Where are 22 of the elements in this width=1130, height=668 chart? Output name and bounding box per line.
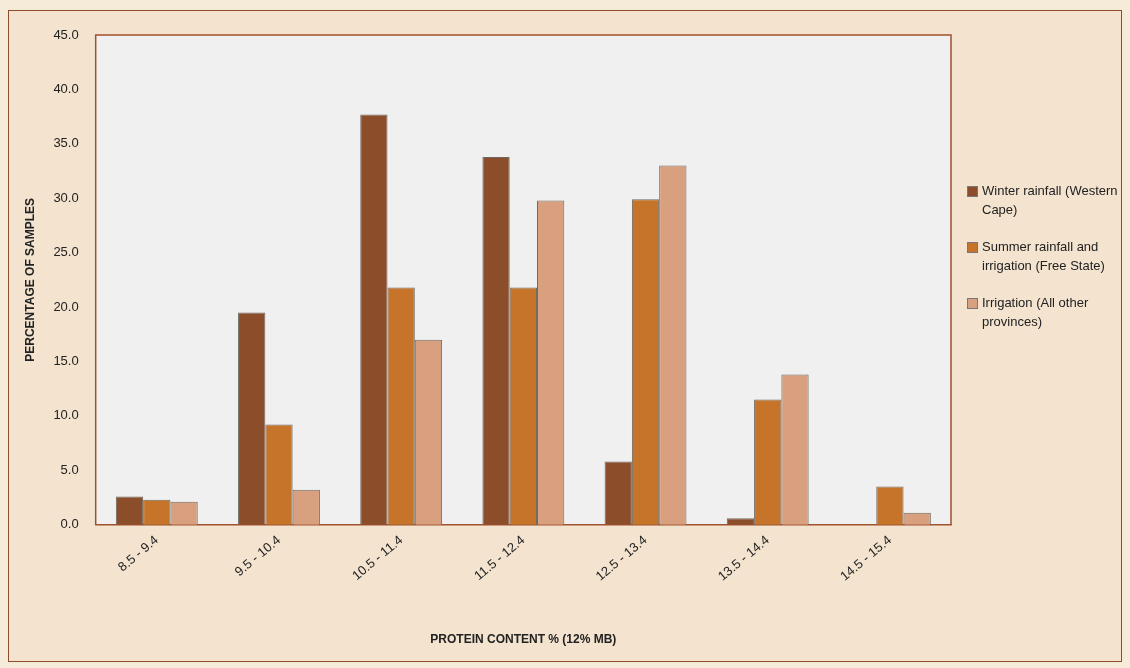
x-axis-title: PROTEIN CONTENT % (12% MB) <box>430 632 617 647</box>
y-tick-label: 30.0 <box>53 189 79 205</box>
x-tick-label: 12.5 - 13.4 <box>592 532 650 584</box>
x-tick-label: 11.5 - 12.4 <box>471 532 528 583</box>
y-tick-label: 20.0 <box>53 298 79 314</box>
y-tick-label: 25.0 <box>53 244 79 260</box>
y-tick-label: 0.0 <box>60 516 79 532</box>
y-tick-label: 10.0 <box>53 407 79 423</box>
y-tick-label: 5.0 <box>60 461 79 477</box>
x-tick-label: 8.5 - 9.4 <box>114 532 162 575</box>
y-tick-label: 15.0 <box>53 353 79 369</box>
x-tick-label: 14.5 - 15.4 <box>836 532 895 584</box>
y-tick-label: 45.0 <box>53 26 79 42</box>
x-tick-label: 9.5 - 10.4 <box>231 532 284 579</box>
y-tick-label: 40.0 <box>53 80 79 96</box>
legend-label: Summer rainfall and irrigation (Free State) <box>982 238 1106 275</box>
legend-label: Winter rainfall (Western Cape) <box>982 182 1119 219</box>
x-tick-label: 13.5 - 14.4 <box>714 532 772 584</box>
x-tick-label: 10.5 - 11.4 <box>348 532 406 583</box>
y-tick-label: 35.0 <box>53 135 79 151</box>
y-axis-title: PERCENTAGE OF SAMPLES <box>22 197 37 362</box>
legend-label: Irrigation (All other provinces) <box>982 294 1090 331</box>
